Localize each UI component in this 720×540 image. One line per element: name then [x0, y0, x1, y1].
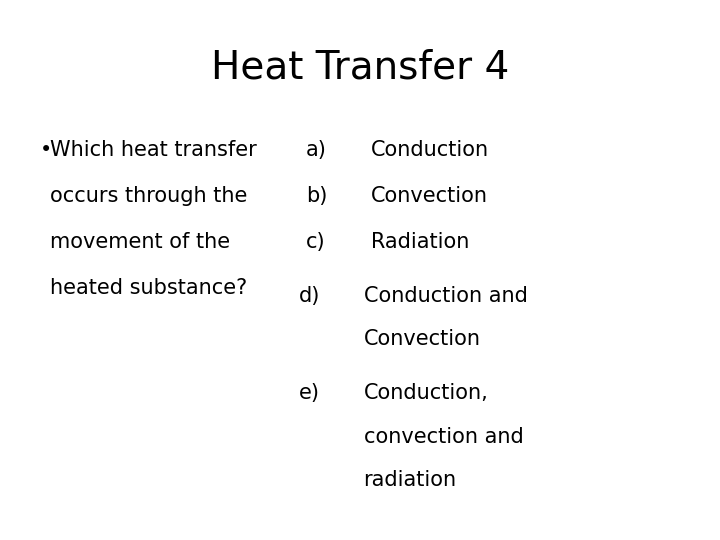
Text: Radiation: Radiation — [371, 232, 469, 252]
Text: a): a) — [306, 140, 327, 160]
Text: convection and: convection and — [364, 427, 523, 447]
Text: c): c) — [306, 232, 325, 252]
Text: Convection: Convection — [371, 186, 488, 206]
Text: Conduction and: Conduction and — [364, 286, 528, 306]
Text: d): d) — [299, 286, 320, 306]
Text: e): e) — [299, 383, 320, 403]
Text: Heat Transfer 4: Heat Transfer 4 — [211, 49, 509, 86]
Text: •: • — [40, 140, 52, 160]
Text: Which heat transfer: Which heat transfer — [50, 140, 257, 160]
Text: occurs through the: occurs through the — [50, 186, 248, 206]
Text: radiation: radiation — [364, 470, 456, 490]
Text: Convection: Convection — [364, 329, 481, 349]
Text: Conduction,: Conduction, — [364, 383, 488, 403]
Text: movement of the: movement of the — [50, 232, 230, 252]
Text: b): b) — [306, 186, 328, 206]
Text: Conduction: Conduction — [371, 140, 489, 160]
Text: heated substance?: heated substance? — [50, 278, 248, 298]
